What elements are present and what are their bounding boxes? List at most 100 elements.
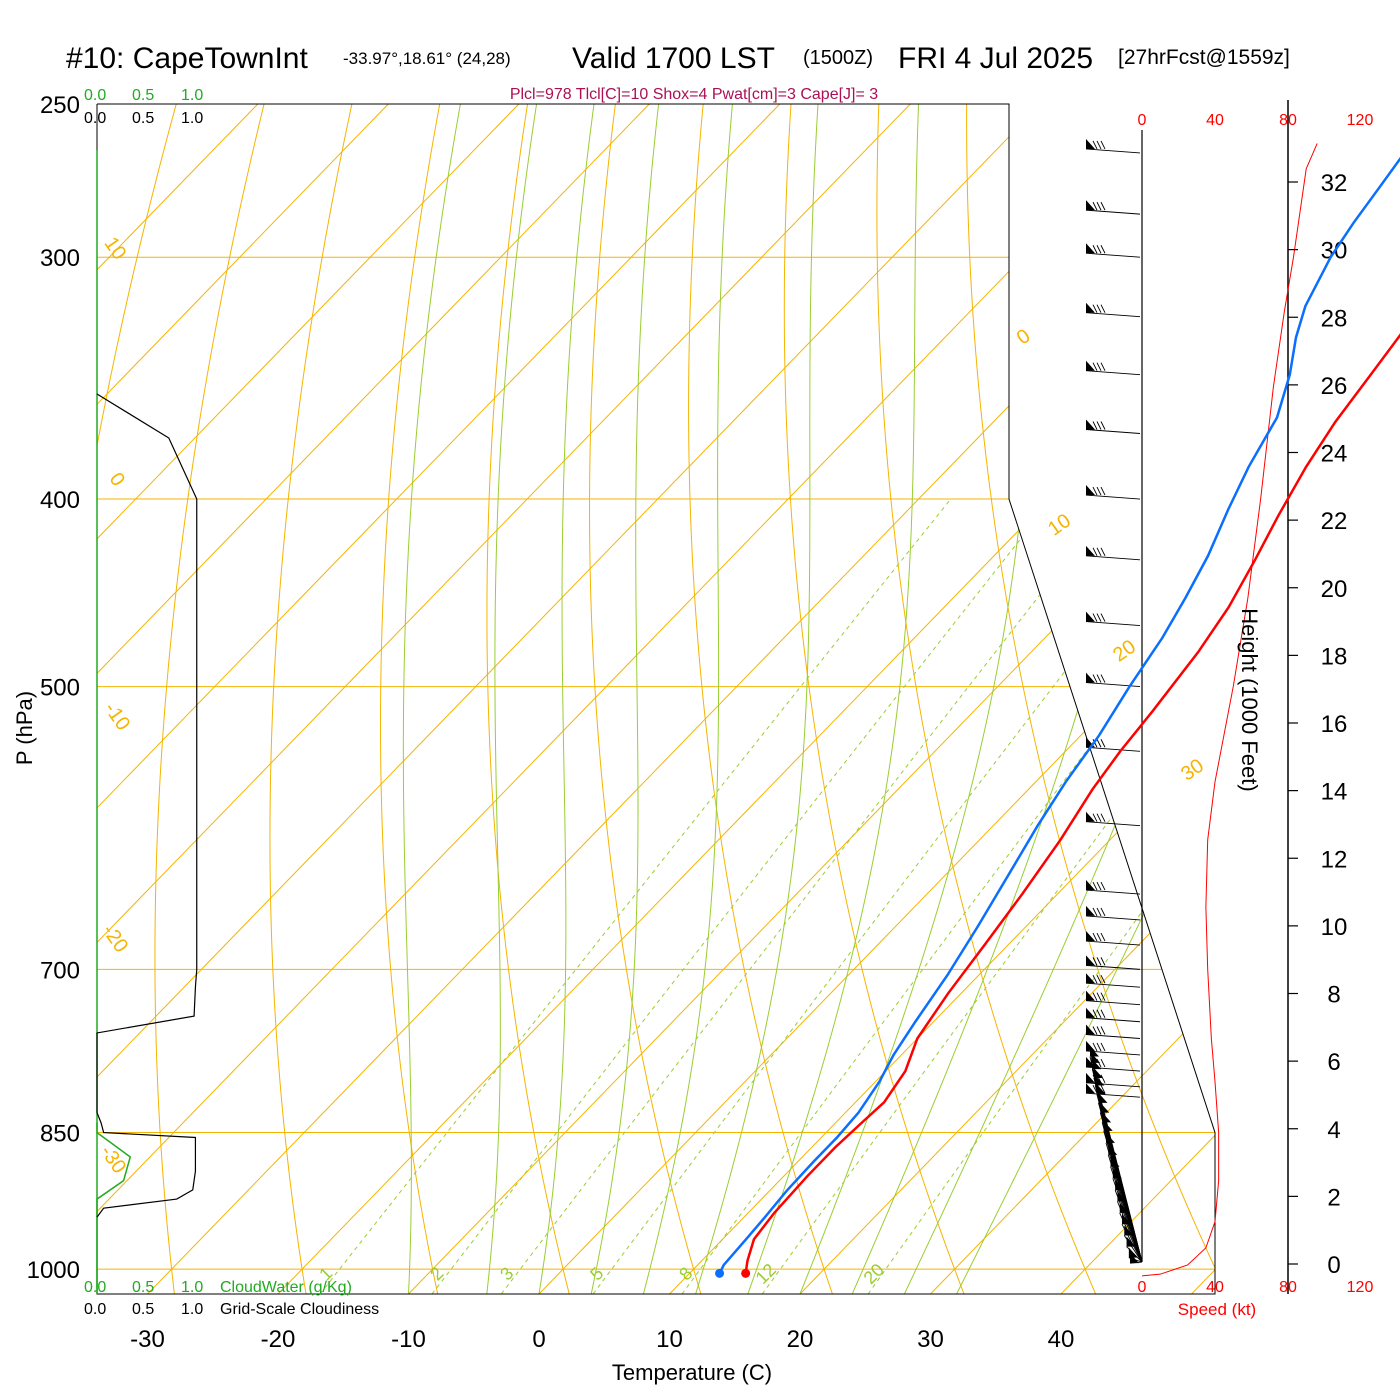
temperature-tick-0: 0 [532,1326,545,1353]
height-axis-title: Height (1000 Feet) [1237,608,1262,791]
wind-barb-feather-430-2 [1100,547,1106,557]
isotherm--10 [408,104,1215,1294]
height-tick-label-28: 28 [1321,305,1348,332]
mixing-ratio-label-20: 20 [860,1260,888,1288]
wind-barb-feather-465-1 [1096,613,1102,622]
wind-barb-700 [1085,964,1141,970]
height-tick-label-12: 12 [1321,846,1348,873]
dewpoint-line [718,156,1400,1274]
pressure-tick-250: 250 [40,92,80,119]
wind-barb-feather-370-2 [1100,421,1106,430]
dry-adiabat--20 [269,104,353,1294]
cloud-water-tick-1-bottom: 0.5 [132,1279,154,1296]
wind-barb-flag-500 [1086,672,1095,683]
valid-date: FRI 4 Jul 2025 [898,42,1093,75]
height-tick-label-14: 14 [1321,779,1348,806]
isotherm--110 [97,104,259,1294]
wind-barb-flag-815 [1086,1083,1095,1094]
moist-adiabat-8 [642,104,733,1294]
isotherm-label-3: -20 [98,920,133,956]
wind-barb-760 [1085,1034,1141,1039]
wind-barb-feather-300-0 [1092,245,1098,254]
wind-barb-flag-285 [1086,200,1095,211]
dry-adiabat-40 [876,104,1097,1294]
wind-barb-flag-430 [1086,545,1095,556]
wind-barb-400 [1085,494,1141,500]
wind-barb-feather-465-2 [1100,613,1106,622]
mixing-ratio-12 [761,498,1215,1294]
speed-tick-0-bottom: 0 [1138,1279,1147,1296]
wind-barb-feather-300-2 [1100,245,1106,254]
plot-frame [96,103,1216,1295]
temperature-tick--20: -20 [261,1326,296,1353]
pressure-tick-700: 700 [40,957,80,984]
mixing-ratio-label-12: 12 [752,1260,780,1288]
wind-barb-feather-775-2 [1100,1042,1106,1052]
moist-adiabat-4 [590,104,660,1294]
cloudiness-tick-1-bottom: 0.5 [132,1301,154,1318]
pressure-tick-850: 850 [40,1121,80,1148]
wind-barb-feather-715-2 [1100,974,1106,984]
wind-barb-322 [1085,312,1141,318]
mixing-ratio-label-2: 2 [426,1263,447,1284]
wind-barb-feather-430-1 [1096,547,1102,557]
wind-speed-line [1141,143,1318,1277]
moist-adiabat-32 [956,104,1215,1294]
wind-barb-flag-730 [1086,990,1095,1001]
wind-barb-feather-285-0 [1092,201,1098,211]
cloudiness-tick-2-bottom: 1.0 [181,1301,203,1318]
wind-barb-feather-660-0 [1092,907,1098,917]
wind-barb-flag-905 [1108,1144,1118,1155]
wind-barb-feather-285-1 [1096,201,1102,211]
isotherm-20 [799,104,1215,1294]
wind-barb-feather-680-2 [1100,932,1106,942]
speed-tick-0-top: 0 [1138,112,1147,129]
wind-barb-430 [1085,555,1141,561]
wind-barb-feather-790-2 [1100,1058,1106,1068]
wind-barb-775 [1085,1050,1141,1056]
wind-barb-flag-760 [1086,1024,1095,1035]
pressure-tick-300: 300 [40,245,80,272]
cloud-water-tick-0: 0.0 [84,87,106,104]
wind-barb-590 [1085,821,1141,827]
wind-barb-flag-975 [1124,1225,1134,1236]
cloud-panel [96,150,198,1294]
wind-barb-feather-745-1 [1096,1009,1102,1018]
wind-barb-feather-300-1 [1096,245,1102,254]
isotherm-label-0: 10 [100,233,131,264]
isotherm-60 [1322,104,1400,1294]
wind-barb-feather-640-0 [1092,881,1098,891]
moist-adiabat--10 [402,104,461,1294]
cloud-water-tick-2: 1.0 [181,87,203,104]
wind-barb-flag-265 [1086,138,1095,149]
wind-barb-flag-855 [1096,1084,1106,1095]
wind-barb-flag-862 [1098,1092,1108,1103]
isotherm--60 [97,104,911,1294]
wind-barb-feather-730-0 [1092,992,1098,1001]
thermo-lines [97,104,1400,1294]
wind-barb-feather-370-1 [1096,421,1102,430]
wind-barb-feather-540-1 [1096,739,1102,748]
wind-barb-flag-590 [1086,811,1095,822]
pressure-tick-1000: 1000 [27,1257,80,1284]
wind-barb-feather-590-1 [1096,813,1102,822]
moist-adiabat--4 [486,104,538,1294]
wind-barb-flag-465 [1086,611,1095,622]
pressure-tick-500: 500 [40,675,80,702]
wind-barb-flag-835 [1092,1059,1102,1070]
wind-barb-feather-745-0 [1092,1009,1098,1018]
mixing-ratio-20 [867,498,1215,1294]
wind-barb-feather-540-2 [1100,739,1106,748]
wind-barb-flag-345 [1086,360,1095,371]
isotherm-label-4: -30 [96,1141,131,1177]
moist-adiabat-16 [747,104,920,1294]
wind-barb-feather-760-2 [1100,1026,1106,1035]
wind-barb-feather-805-2 [1100,1074,1106,1084]
wind-barb-flag-400 [1086,485,1095,496]
wind-barb-285 [1085,209,1141,215]
temperature-tick--30: -30 [130,1326,165,1353]
wind-barb-feather-815-2 [1100,1085,1106,1094]
wind-barb-flag-885 [1103,1120,1113,1131]
dry-adiabat-10 [589,104,702,1294]
station-coords: -33.97°,18.61° (24,28) [343,49,511,68]
